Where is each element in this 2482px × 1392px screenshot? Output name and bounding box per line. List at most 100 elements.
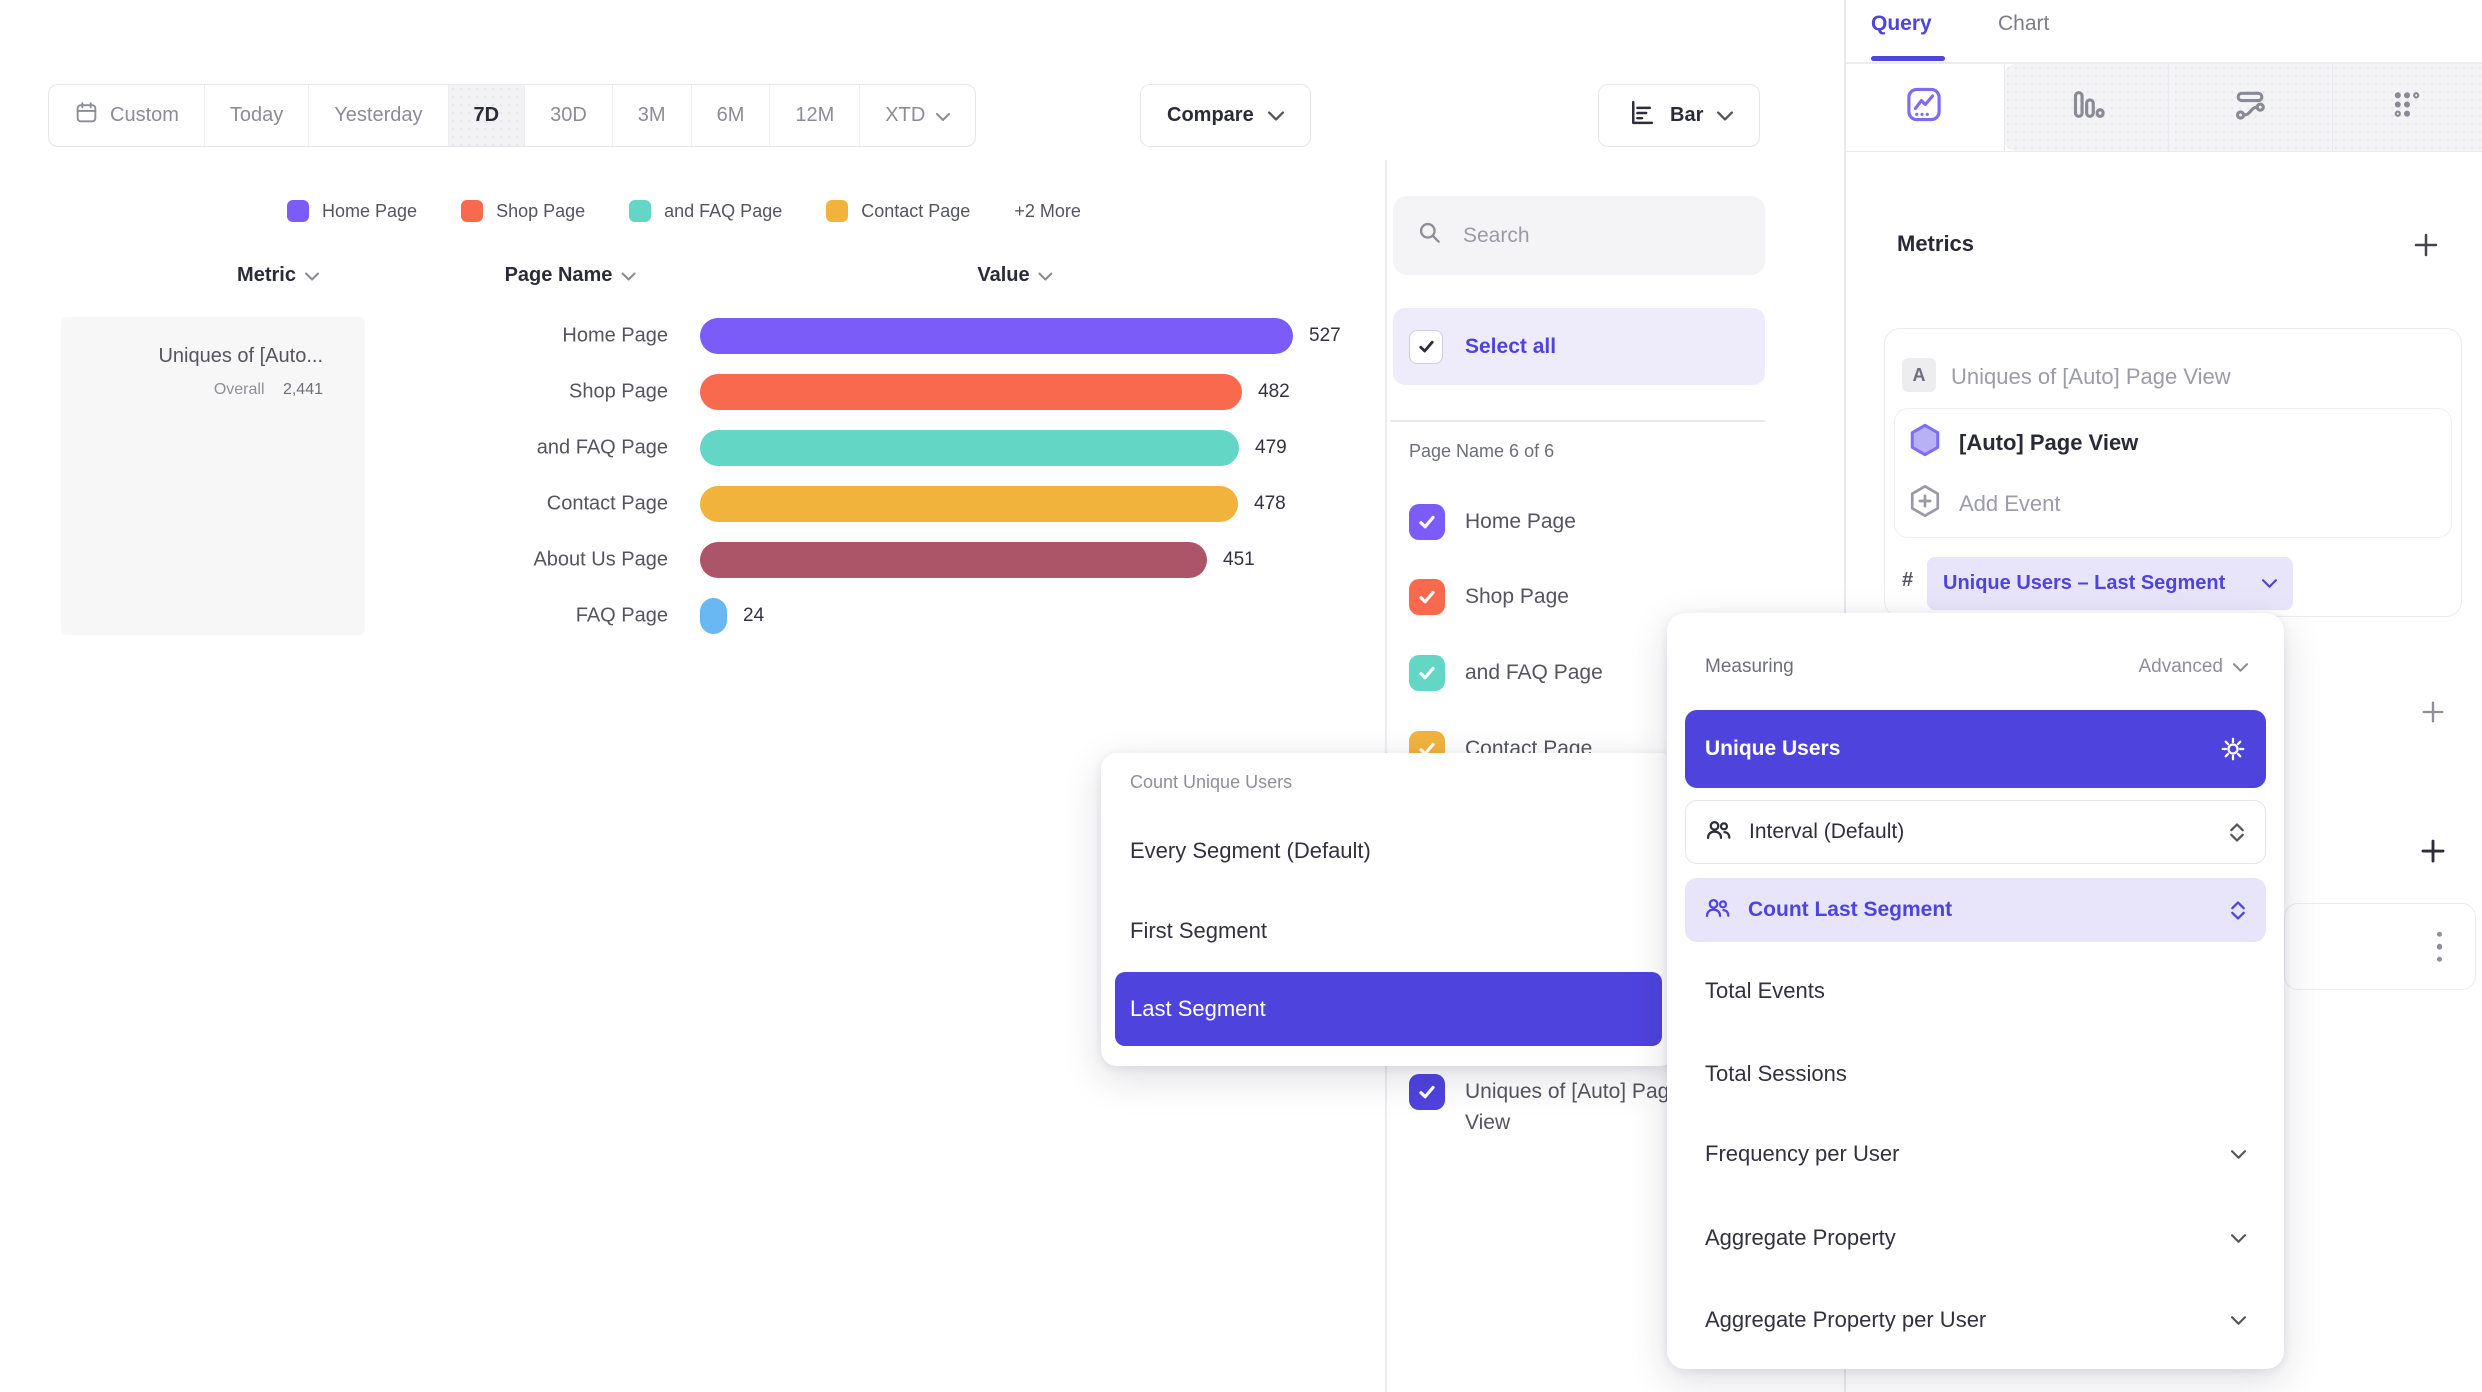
metric-badge: A <box>1902 358 1936 392</box>
row-value: 451 <box>1223 549 1255 570</box>
bar-chart-rows: Home Page 527 Shop Page 482 and FAQ Page 479 C… <box>0 308 1385 648</box>
advanced-label: Advanced <box>2138 656 2223 677</box>
date-range-7d[interactable]: 7D <box>448 85 526 146</box>
legend-item[interactable]: Contact Page <box>826 200 970 222</box>
tab-separator <box>2167 63 2169 151</box>
select-all-checkbox[interactable] <box>1409 329 1443 364</box>
inactive-tabs-background <box>2003 63 2482 151</box>
filter-item-shop-page[interactable]: Shop Page <box>1409 560 1569 634</box>
select-all-row[interactable]: Select all <box>1393 308 1765 385</box>
filter-item-home-page[interactable]: Home Page <box>1409 485 1576 559</box>
retention-tab-icon[interactable] <box>2386 84 2428 131</box>
table-row: Contact Page 478 <box>0 476 1385 532</box>
option-label: Interval (Default) <box>1749 820 1905 843</box>
legend-more[interactable]: +2 More <box>1014 200 1081 221</box>
sort-chevron-icon <box>304 264 319 287</box>
measuring-option-aggregate-property-per-user[interactable]: Aggregate Property per User <box>1705 1288 2246 1352</box>
search-input[interactable] <box>1461 222 1725 249</box>
date-range-label: 30D <box>550 104 587 126</box>
row-page-name: Shop Page <box>569 380 668 403</box>
metric-card[interactable]: Uniques of [Auto... Overall 2,441 <box>61 317 365 635</box>
measuring-option-aggregate-property[interactable]: Aggregate Property <box>1705 1206 2246 1270</box>
flows-tab-icon[interactable] <box>2229 84 2271 131</box>
add-breakdown-icon[interactable] <box>2418 836 2448 871</box>
popover-title: Measuring <box>1705 656 1794 677</box>
measurement-pill[interactable]: Unique Users – Last Segment <box>1927 557 2293 610</box>
legend-item[interactable]: and FAQ Page <box>629 200 782 222</box>
column-header-metric[interactable]: Metric <box>237 264 319 287</box>
legend-item[interactable]: Shop Page <box>461 200 585 222</box>
checkbox-checked[interactable] <box>1409 1074 1445 1110</box>
add-filter-icon[interactable] <box>2419 698 2447 731</box>
add-event-row[interactable]: Add Event <box>1907 483 2061 524</box>
measuring-option-total-events[interactable]: Total Events <box>1705 959 2246 1023</box>
kebab-menu-icon[interactable] <box>2436 931 2442 962</box>
bar-segment[interactable] <box>700 318 1293 354</box>
insights-icon[interactable] <box>1903 84 1945 131</box>
date-range-xtd[interactable]: XTD <box>860 85 975 146</box>
measuring-option-unique-users[interactable]: Unique Users <box>1685 710 2266 788</box>
compare-label: Compare <box>1167 104 1254 126</box>
add-metric-icon[interactable] <box>2411 230 2441 265</box>
chevron-down-icon <box>1717 104 1734 127</box>
bar-segment[interactable] <box>700 374 1242 410</box>
date-range-6m[interactable]: 6M <box>692 85 771 146</box>
bar-segment[interactable] <box>700 486 1238 522</box>
tabs-divider <box>1845 62 2482 64</box>
chart-type-button[interactable]: Bar <box>1598 84 1761 147</box>
table-row: About Us Page 451 <box>0 532 1385 588</box>
metric-card-overall: Overall 2,441 <box>61 381 323 399</box>
event-row[interactable]: [Auto] Page View <box>1907 422 2138 463</box>
checkbox-checked[interactable] <box>1409 579 1445 615</box>
measuring-option-total-sessions[interactable]: Total Sessions <box>1705 1042 2246 1106</box>
date-range-12m[interactable]: 12M <box>770 85 861 146</box>
bar-segment[interactable] <box>700 542 1207 578</box>
column-header-page-name[interactable]: Page Name <box>505 264 636 287</box>
gear-icon[interactable] <box>2220 736 2246 762</box>
legend-item[interactable]: Home Page <box>287 200 417 222</box>
users-icon <box>1705 897 1730 923</box>
measuring-option-count-last-segment[interactable]: Count Last Segment <box>1685 878 2266 942</box>
date-range-label: 6M <box>716 104 745 126</box>
date-range-3m[interactable]: 3M <box>613 85 692 146</box>
bar-segment[interactable] <box>700 598 727 634</box>
segment-option-first-segment[interactable]: First Segment <box>1130 918 1267 943</box>
filter-item-label: and FAQ Page <box>1465 661 1603 684</box>
measuring-option-interval[interactable]: Interval (Default) <box>1685 800 2266 864</box>
search-box[interactable] <box>1393 196 1765 275</box>
table-row: FAQ Page 24 <box>0 588 1385 644</box>
popover-title: Count Unique Users <box>1130 772 1293 792</box>
filter-group-label: Page Name 6 of 6 <box>1409 441 1555 461</box>
date-range-yesterday[interactable]: Yesterday <box>309 85 449 146</box>
date-range-today[interactable]: Today <box>205 85 310 146</box>
option-label: Total Events <box>1705 978 1825 1003</box>
tab-query[interactable]: Query <box>1871 12 1932 35</box>
legend-label: and FAQ Page <box>664 200 783 221</box>
bar-segment[interactable] <box>700 430 1239 466</box>
measuring-popover: Measuring Advanced Unique Users Interval… <box>1667 613 2284 1369</box>
compare-button[interactable]: Compare <box>1140 84 1311 147</box>
row-value: 482 <box>1258 381 1290 402</box>
row-value: 24 <box>743 605 765 626</box>
checkbox-checked[interactable] <box>1409 655 1445 691</box>
filter-item-uniques[interactable]: Uniques of [Auto] Page View <box>1409 1074 1707 1138</box>
count-unique-users-popover: Count Unique Users Every Segment (Defaul… <box>1101 753 1676 1066</box>
date-range-label: 7D <box>473 104 500 126</box>
segment-option-every-segment-default-[interactable]: Every Segment (Default) <box>1130 838 1371 863</box>
checkbox-checked[interactable] <box>1409 504 1445 540</box>
advanced-toggle[interactable]: Advanced <box>2138 656 2248 678</box>
tab-chart[interactable]: Chart <box>1998 12 2050 35</box>
filter-item-and-faq-page[interactable]: and FAQ Page <box>1409 636 1603 710</box>
column-header-value[interactable]: Value <box>977 264 1053 287</box>
date-range-custom[interactable]: Custom <box>49 85 205 146</box>
segment-option-last-segment[interactable]: Last Segment <box>1115 972 1662 1046</box>
measurement-pill-label: Unique Users – Last Segment <box>1943 572 2226 594</box>
option-label: Total Sessions <box>1705 1061 1847 1086</box>
date-range-label: Custom <box>110 104 179 126</box>
measuring-option-frequency-per-user[interactable]: Frequency per User <box>1705 1122 2246 1186</box>
date-range-30d[interactable]: 30D <box>525 85 613 146</box>
bar-chart-tab-icon[interactable] <box>2065 84 2107 131</box>
legend-label: Shop Page <box>496 200 586 221</box>
search-icon <box>1417 220 1443 251</box>
date-range-label: Today <box>229 104 284 126</box>
